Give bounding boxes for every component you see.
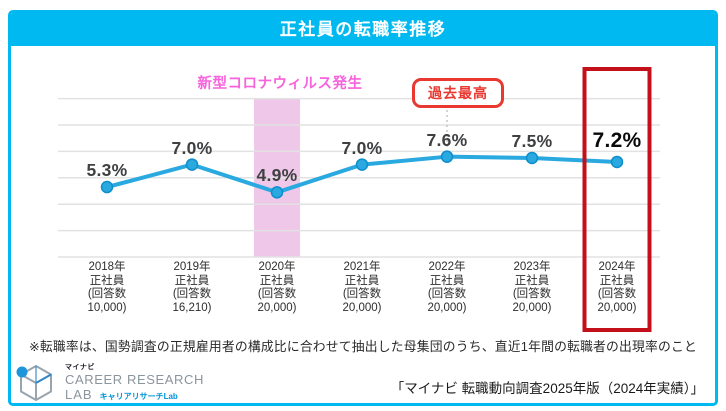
covid-annotation: 新型コロナウィルス発生 [197,76,363,92]
source-citation: 「マイナビ 転職動向調査2025年版（2024年実績）」 [390,381,704,396]
logo-mynavi-label: マイナビ [65,363,95,371]
peak-annotation: 過去最高 [412,78,504,108]
logo-career-research-label: CAREER RESEARCH [65,371,205,387]
logo-lab-label: LAB [65,386,93,402]
page-title: 正社員の転職率推移 [11,13,715,46]
logo-cube-icon [16,365,52,401]
logo-text: マイナビ CAREER RESEARCH LAB キャリアリサーチLab [65,364,204,402]
logo-jp-label: キャリアリサーチLab [99,391,178,401]
footnote: ※転職率は、国勢調査の正規雇用者の構成比に合わせて抽出した母集団のうち、直近1年… [28,339,698,354]
brand-logo: マイナビ CAREER RESEARCH LAB キャリアリサーチLab [14,361,204,405]
